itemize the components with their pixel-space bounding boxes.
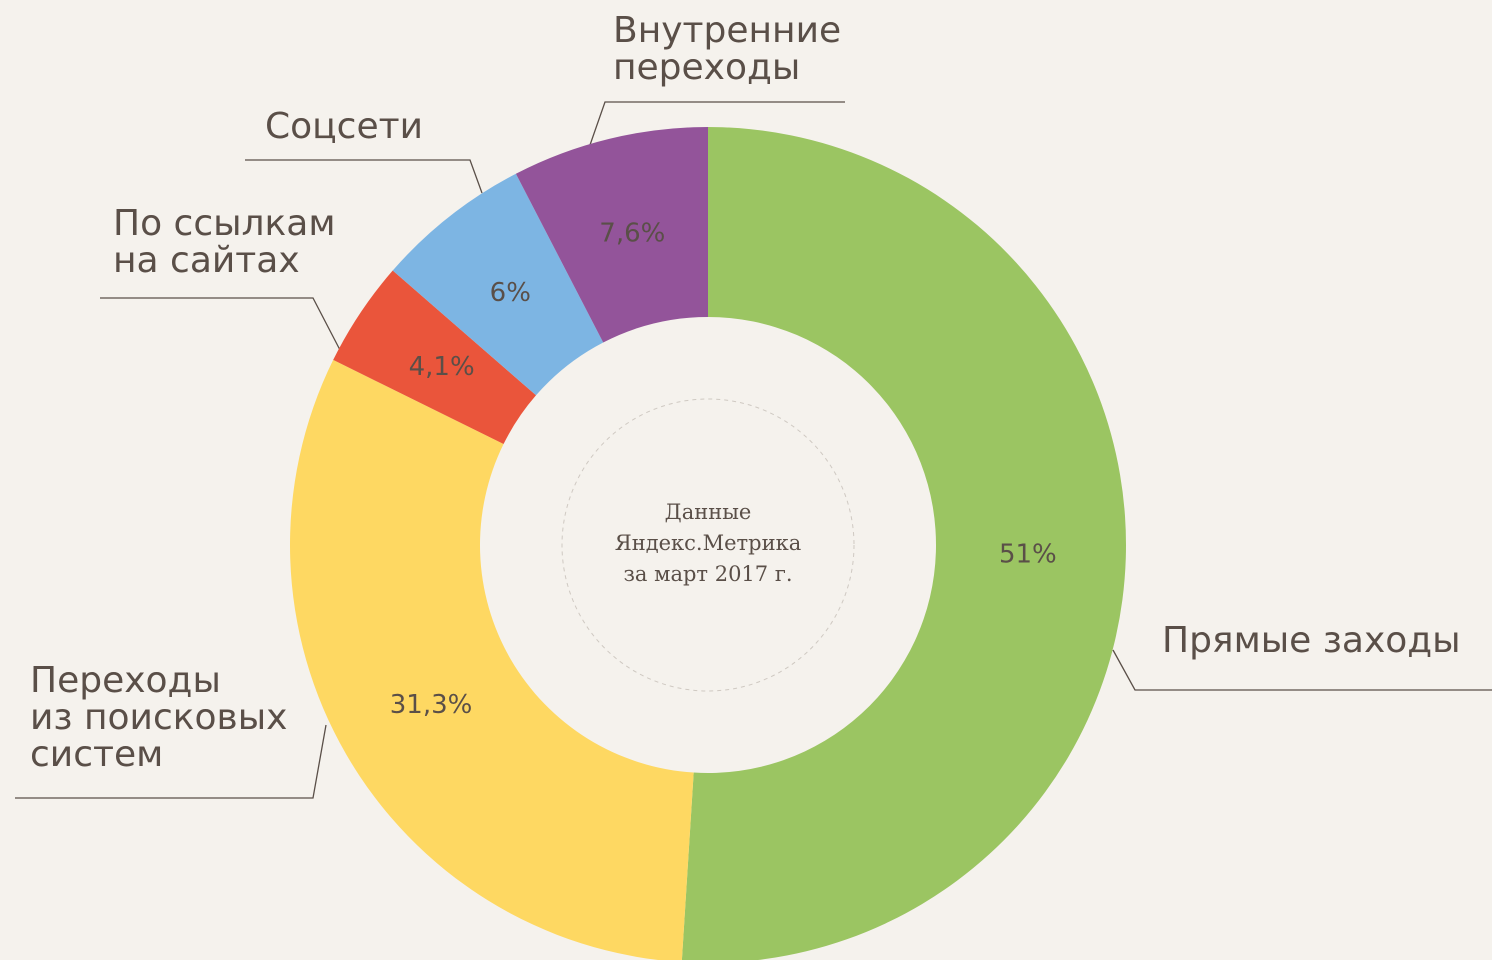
center-annotation: Данные Яндекс.Метрика за март 2017 г. xyxy=(614,500,802,586)
leader-line xyxy=(1112,649,1492,691)
donut-slice xyxy=(392,173,604,396)
value-label: 51% xyxy=(999,540,1057,570)
value-label: 7,6% xyxy=(599,219,665,249)
value-label: 31,3% xyxy=(390,690,473,720)
category-label: Прямые заходы xyxy=(1162,620,1461,661)
value-label: 4,1% xyxy=(409,352,475,382)
donut-slice xyxy=(681,127,1126,960)
donut-slice xyxy=(333,270,537,445)
category-label: По ссылкам на сайтах xyxy=(113,203,336,281)
center-circle xyxy=(561,398,855,692)
donut-slice xyxy=(290,359,694,960)
leader-line xyxy=(100,297,341,351)
category-label: Переходы из поисковых систем xyxy=(30,660,288,775)
donut-slice xyxy=(515,127,708,343)
leader-line xyxy=(245,159,483,194)
category-label: Соцсети xyxy=(265,106,423,147)
value-label: 6% xyxy=(490,278,531,308)
leader-line xyxy=(589,101,845,146)
leader-line xyxy=(15,724,327,799)
category-label: Внутренние переходы xyxy=(613,10,842,88)
